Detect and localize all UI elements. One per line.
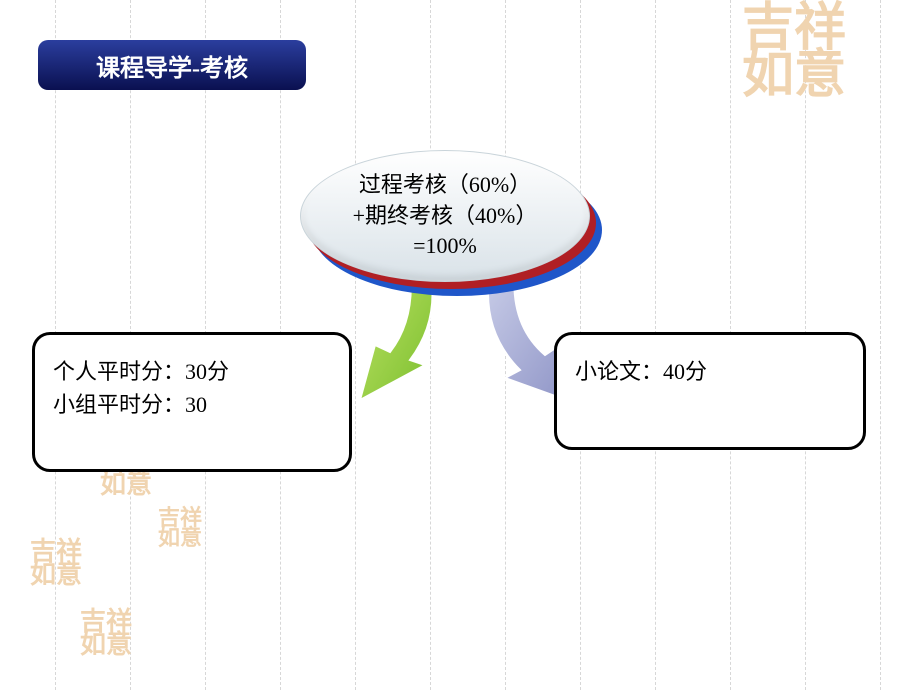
left-card-line2: 小组平时分：30 bbox=[53, 388, 331, 421]
left-card: 个人平时分：30分 小组平时分：30 bbox=[32, 332, 352, 472]
left-card-line1: 个人平时分：30分 bbox=[53, 355, 331, 388]
oval-line1: 过程考核（60%） bbox=[359, 170, 531, 201]
slide-title-text: 课程导学-考核 bbox=[96, 48, 248, 83]
slide-title: 课程导学-考核 bbox=[38, 40, 306, 90]
oval-line3: =100% bbox=[413, 231, 477, 262]
right-card: 小论文：40分 bbox=[554, 332, 866, 450]
oval-line2: +期终考核（40%） bbox=[353, 201, 538, 232]
oval-front-layer: 过程考核（60%） +期终考核（40%） =100% bbox=[300, 150, 590, 282]
center-oval: 过程考核（60%） +期终考核（40%） =100% bbox=[300, 150, 600, 290]
right-card-line1: 小论文：40分 bbox=[575, 355, 845, 388]
